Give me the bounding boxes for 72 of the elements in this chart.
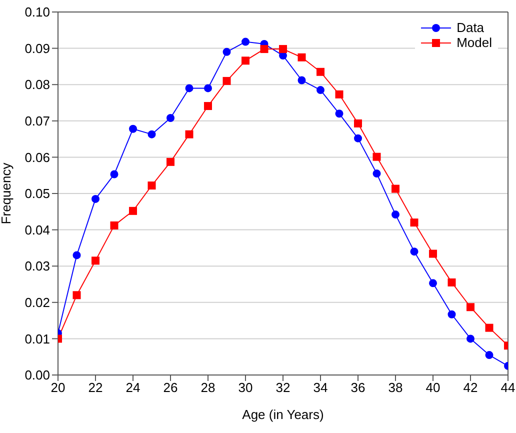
point — [429, 279, 437, 288]
point — [448, 310, 456, 318]
x-tick-label: 36 — [350, 380, 366, 396]
y-tick-label: 0.02 — [24, 295, 50, 310]
legend-label: Model — [456, 35, 492, 50]
x-tick-label: 20 — [50, 380, 66, 396]
point — [392, 210, 400, 219]
y-tick-label: 0.06 — [24, 150, 50, 165]
point — [242, 56, 250, 65]
point — [298, 53, 306, 62]
point — [260, 45, 268, 54]
point — [392, 184, 400, 193]
point — [429, 250, 437, 258]
y-tick-label: 0.07 — [24, 114, 50, 129]
point — [222, 48, 231, 56]
x-tick-label: 38 — [388, 380, 403, 396]
y-tick-label: 0.01 — [24, 331, 50, 346]
point — [372, 170, 381, 178]
x-tick-label: 34 — [313, 380, 328, 396]
y-tick-label: 0.00 — [24, 368, 50, 383]
x-tick-label: 30 — [238, 380, 253, 396]
point — [372, 152, 381, 161]
point — [204, 84, 212, 92]
y-tick-label: 0.05 — [24, 186, 50, 202]
x-tick-label: 42 — [463, 380, 478, 396]
point — [72, 291, 81, 300]
y-tick-label: 0.03 — [24, 258, 50, 274]
point — [466, 334, 474, 343]
x-tick-label: 22 — [88, 380, 103, 396]
point — [410, 248, 418, 256]
point — [222, 76, 231, 85]
point — [92, 256, 100, 265]
point — [354, 119, 362, 128]
point — [129, 206, 137, 215]
point — [466, 303, 474, 312]
point — [410, 218, 418, 227]
point — [279, 45, 287, 54]
y-axis-title: Frequency — [0, 162, 14, 224]
x-tick-label: 32 — [276, 380, 290, 396]
x-tick-label: 24 — [126, 380, 140, 396]
point — [72, 251, 81, 260]
point — [148, 130, 156, 138]
point — [92, 194, 100, 203]
x-tick-label: 26 — [163, 380, 178, 396]
y-tick-label: 0.04 — [24, 222, 50, 238]
point — [204, 102, 212, 110]
x-tick-label: 28 — [200, 380, 216, 396]
y-tick-label: 0.10 — [24, 4, 50, 20]
x-tick-label: 40 — [426, 380, 440, 396]
point — [166, 114, 174, 122]
x-tick-label: 44 — [500, 380, 516, 396]
point — [335, 90, 344, 98]
point — [110, 221, 118, 230]
point — [185, 84, 194, 92]
point — [129, 124, 137, 133]
point — [298, 76, 306, 84]
y-tick-label: 0.09 — [24, 40, 50, 56]
point — [185, 130, 194, 138]
point — [335, 110, 344, 118]
point — [485, 324, 494, 332]
point — [448, 278, 456, 286]
point — [354, 134, 362, 142]
point — [166, 158, 174, 166]
point — [148, 182, 156, 190]
point — [316, 86, 324, 94]
point — [485, 351, 494, 360]
point — [316, 68, 324, 76]
y-tick-label: 0.08 — [24, 77, 50, 92]
legend-label: Data — [456, 20, 484, 35]
point — [242, 38, 250, 46]
x-axis-title: Age (in Years) — [242, 407, 324, 422]
point — [110, 170, 118, 178]
